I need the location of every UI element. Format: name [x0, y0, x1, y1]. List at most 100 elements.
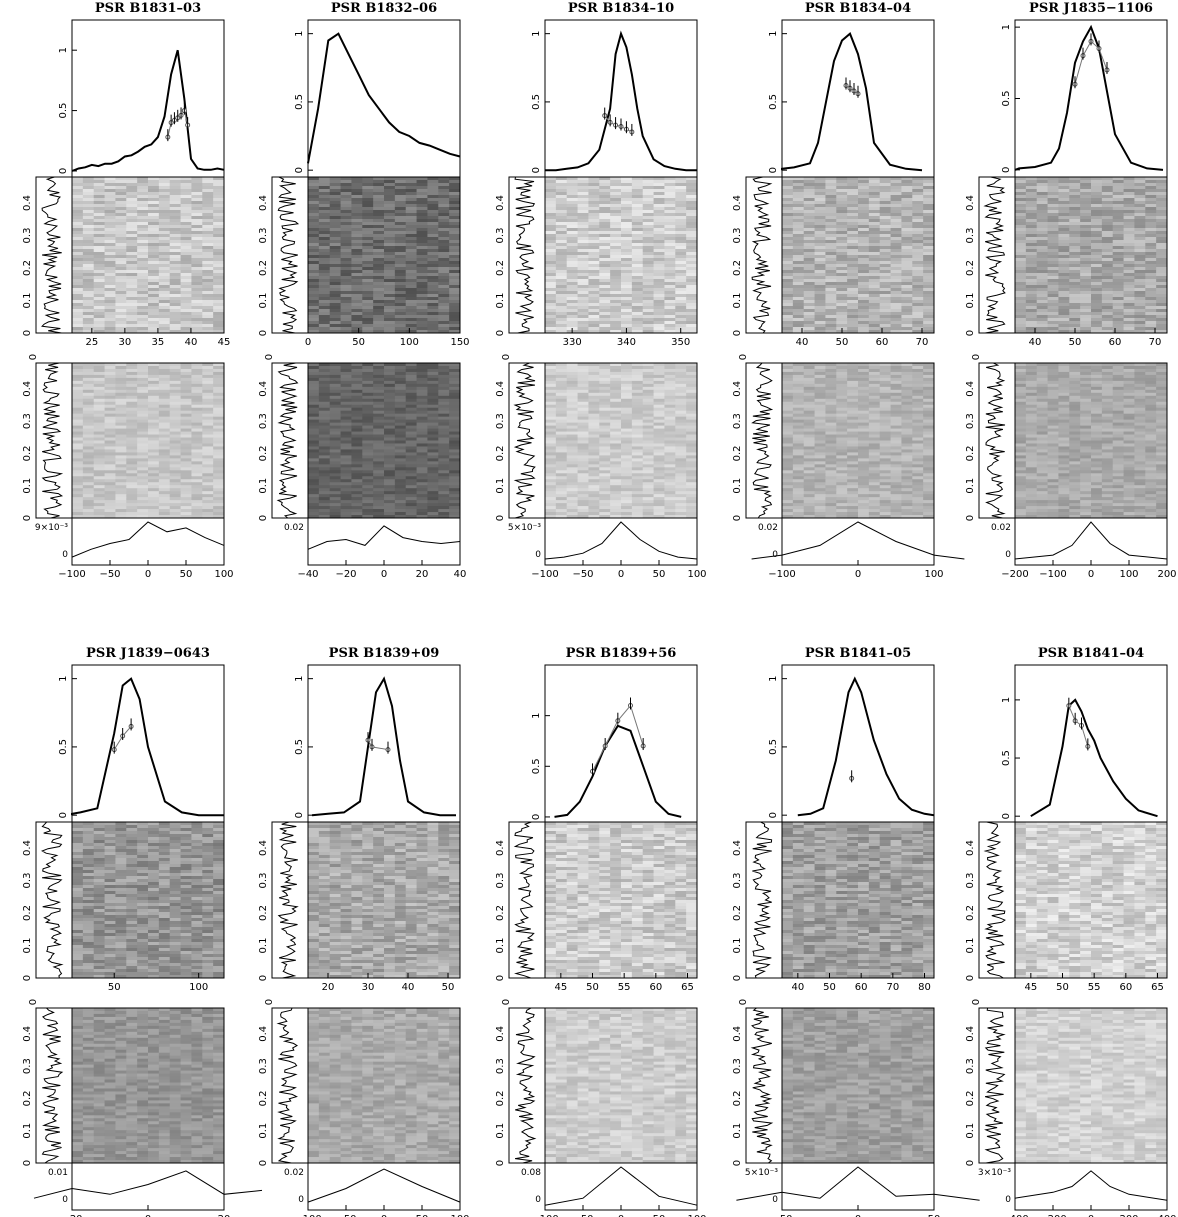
grey-cell	[621, 467, 633, 471]
grey-cell	[588, 443, 600, 447]
grey-cell	[191, 297, 203, 301]
grey-cell	[180, 300, 192, 304]
grey-cell	[438, 186, 450, 190]
grey-cell	[642, 330, 655, 334]
grey-cell	[158, 413, 171, 418]
grey-cell	[104, 461, 116, 465]
grey-cell	[148, 276, 160, 280]
grey-cell	[191, 291, 203, 295]
grey-cell	[213, 180, 225, 184]
grey-cell	[169, 192, 182, 196]
grey-cell	[577, 228, 589, 232]
grey-cell	[545, 273, 557, 277]
grey-cell	[545, 249, 557, 253]
grey-cell	[340, 288, 352, 292]
grey-cell	[82, 377, 95, 382]
grey-cell	[340, 183, 352, 187]
grey-cell	[373, 189, 385, 193]
grey-cell	[803, 213, 816, 217]
lrfs-side-spectrum-frame	[508, 176, 546, 334]
grey-cell	[599, 425, 611, 430]
grey-cell	[631, 300, 644, 304]
grey-cell	[545, 303, 557, 307]
grey-cell	[599, 291, 611, 295]
grey-cell	[792, 234, 805, 238]
grey-cell	[577, 186, 589, 190]
grey-cell	[653, 243, 665, 247]
grey-cell	[405, 374, 418, 379]
grey-cell	[318, 425, 331, 430]
grey-cell	[566, 401, 579, 406]
grey-cell	[180, 198, 192, 202]
grey-cell	[438, 189, 450, 193]
grey-cell	[202, 479, 214, 483]
grey-cell	[384, 515, 396, 519]
grey-cell	[318, 437, 331, 441]
grey-cell	[566, 231, 579, 235]
grey-cell	[427, 413, 439, 418]
grey-cell	[202, 410, 214, 415]
grey-cell	[653, 186, 665, 190]
grey-cell	[72, 363, 84, 367]
grey-cell	[631, 195, 644, 199]
grey-cell	[879, 195, 892, 199]
grey-cell	[115, 371, 127, 376]
grey-cell	[213, 500, 225, 504]
grey-cell	[438, 306, 450, 310]
grey-cell	[373, 380, 385, 385]
grey-cell	[158, 207, 171, 211]
grey-cell	[642, 228, 655, 232]
grey-cell	[836, 192, 848, 196]
grey-cell	[675, 315, 687, 319]
grey-cell	[901, 195, 913, 199]
grey-cell	[308, 315, 320, 319]
grey-cell	[577, 279, 589, 283]
grey-cell	[180, 491, 192, 495]
grey-cell	[82, 249, 95, 253]
grey-cell	[394, 413, 407, 418]
grey-cell	[449, 437, 461, 441]
grey-cell	[384, 288, 396, 292]
grey-cell	[180, 216, 192, 220]
grey-cell	[653, 428, 665, 433]
grey-cell	[394, 419, 407, 424]
grey-cell	[318, 297, 331, 301]
grey-cell	[901, 252, 913, 256]
grey-cell	[104, 189, 116, 193]
grey-cell	[890, 240, 902, 244]
grey-cell	[599, 306, 611, 310]
grey-cell	[610, 377, 622, 382]
grey-cell	[351, 380, 363, 385]
grey-cell	[416, 330, 428, 334]
grey-cell	[362, 479, 374, 483]
grey-cell	[545, 318, 557, 322]
grey-cell	[318, 294, 331, 298]
grey-cell	[362, 497, 374, 501]
grey-cell	[180, 276, 192, 280]
grey-cell	[180, 470, 192, 474]
grey-cell	[340, 261, 352, 265]
grey-cell	[191, 470, 203, 474]
grey-cell	[373, 330, 385, 334]
grey-cell	[599, 246, 611, 250]
grey-cell	[555, 288, 568, 292]
grey-cell	[416, 327, 428, 331]
grey-cell	[642, 509, 655, 513]
grey-cell	[555, 312, 568, 316]
grey-cell	[416, 455, 428, 459]
grey-cell	[213, 240, 225, 244]
grey-cell	[438, 365, 450, 370]
grey-cell	[329, 410, 342, 415]
grey-cell	[384, 219, 396, 223]
grey-cell	[202, 267, 214, 271]
grey-cell	[82, 318, 95, 322]
grey-cell	[308, 225, 320, 229]
grey-cell	[427, 416, 439, 421]
grey-cell	[610, 392, 622, 397]
grey-cell	[362, 330, 374, 334]
grey-cell	[577, 252, 589, 256]
grey-cell	[438, 201, 450, 205]
grey-cell	[213, 410, 225, 415]
grey-cell	[93, 434, 106, 439]
grey-cell	[803, 264, 816, 268]
